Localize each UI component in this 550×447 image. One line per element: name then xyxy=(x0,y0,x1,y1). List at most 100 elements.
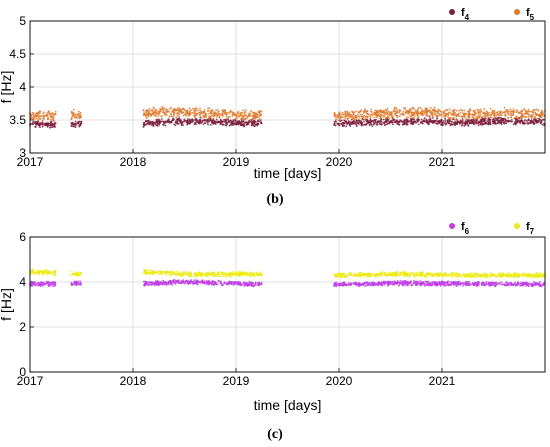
data-point-f5 xyxy=(210,116,212,119)
legend-subscript-f4: 4 xyxy=(465,13,470,22)
data-point-f7 xyxy=(238,274,241,276)
data-point-f5 xyxy=(338,119,341,121)
data-point-f5 xyxy=(517,116,520,119)
data-point-f4 xyxy=(238,120,241,122)
data-point-f5 xyxy=(210,111,212,114)
data-point-f5 xyxy=(233,113,236,116)
data-point-f4 xyxy=(527,122,530,125)
data-point-f6 xyxy=(222,284,224,287)
data-point-f4 xyxy=(425,120,428,122)
data-point-f6 xyxy=(542,284,544,287)
data-point-f4 xyxy=(521,122,524,125)
data-point-f5 xyxy=(218,116,221,119)
data-point-f4 xyxy=(422,120,425,122)
data-point-f4 xyxy=(380,120,383,123)
data-point-f6 xyxy=(388,281,391,284)
data-point-f4 xyxy=(533,122,536,125)
data-point-f4 xyxy=(486,120,489,123)
data-point-f4 xyxy=(225,122,227,124)
data-point-f5 xyxy=(424,109,427,112)
data-point-f4 xyxy=(436,120,439,123)
data-point-f4 xyxy=(460,124,463,127)
data-point-f4 xyxy=(475,121,478,124)
data-point-f7 xyxy=(192,275,195,277)
data-point-f4 xyxy=(188,118,191,121)
data-point-f5 xyxy=(520,118,523,120)
data-point-f4 xyxy=(382,118,385,121)
data-point-f6 xyxy=(347,283,350,286)
data-point-f4 xyxy=(475,122,478,125)
data-point-f6 xyxy=(514,281,516,284)
data-point-f5 xyxy=(490,115,492,118)
data-point-f5 xyxy=(162,108,164,110)
data-point-f4 xyxy=(442,123,445,126)
data-point-f5 xyxy=(520,112,523,115)
data-point-f5 xyxy=(379,117,382,120)
data-point-f5 xyxy=(530,117,533,120)
data-point-f4 xyxy=(212,118,215,120)
data-point-f5 xyxy=(182,114,185,117)
data-point-f4 xyxy=(158,123,161,126)
data-point-f4 xyxy=(537,120,540,123)
data-point-f5 xyxy=(455,109,458,112)
data-point-f4 xyxy=(212,122,215,125)
data-point-f5 xyxy=(163,109,165,112)
data-point-f5 xyxy=(385,112,388,115)
data-point-f5 xyxy=(454,119,456,121)
data-point-f6 xyxy=(158,283,161,286)
data-point-f5 xyxy=(378,109,380,112)
y-tick-label: 6 xyxy=(19,230,26,244)
data-point-f6 xyxy=(517,281,519,283)
data-point-f6 xyxy=(228,281,231,284)
data-point-f7 xyxy=(171,270,173,273)
data-point-f6 xyxy=(460,282,463,285)
data-point-f4 xyxy=(232,120,235,123)
data-point-f5 xyxy=(504,114,507,117)
data-point-f4 xyxy=(360,124,363,127)
data-point-f6 xyxy=(372,284,375,287)
data-point-f4 xyxy=(248,119,251,122)
data-point-f7 xyxy=(171,273,174,275)
data-point-f7 xyxy=(246,274,249,277)
data-point-f6 xyxy=(180,282,182,285)
data-point-f4 xyxy=(365,123,368,126)
data-point-f4 xyxy=(363,121,365,123)
data-point-f5 xyxy=(525,111,528,114)
data-point-f4 xyxy=(412,123,415,125)
data-point-f5 xyxy=(199,107,201,110)
data-point-f4 xyxy=(158,119,161,121)
data-point-f5 xyxy=(370,108,372,111)
data-point-f6 xyxy=(225,282,228,284)
data-point-f7 xyxy=(183,273,186,275)
data-point-f4 xyxy=(385,120,388,123)
data-point-f7 xyxy=(200,273,203,276)
data-point-f7 xyxy=(225,274,228,277)
data-point-f7 xyxy=(221,272,224,274)
data-point-f5 xyxy=(476,116,479,119)
data-point-f6 xyxy=(335,281,337,284)
series-f4 xyxy=(29,116,546,129)
data-point-f6 xyxy=(481,283,483,286)
data-point-f4 xyxy=(224,119,227,121)
data-point-f4 xyxy=(444,121,447,123)
data-point-f4 xyxy=(342,122,345,125)
data-point-f5 xyxy=(494,112,496,115)
data-point-f4 xyxy=(539,121,542,123)
data-point-f6 xyxy=(529,282,532,285)
data-point-f6 xyxy=(165,282,168,284)
data-point-f5 xyxy=(155,115,158,117)
data-point-f5 xyxy=(444,115,447,118)
data-point-f5 xyxy=(248,114,251,117)
data-point-f5 xyxy=(429,109,431,111)
data-point-f4 xyxy=(464,124,467,126)
data-point-f6 xyxy=(522,284,524,286)
data-point-f4 xyxy=(370,123,373,126)
data-point-f5 xyxy=(496,113,499,115)
data-point-f5 xyxy=(186,109,188,112)
data-point-f6 xyxy=(237,282,240,285)
data-point-f5 xyxy=(534,115,537,118)
data-point-f6 xyxy=(159,282,162,284)
data-point-f6 xyxy=(43,283,45,286)
data-point-f7 xyxy=(200,275,203,278)
y-tick-label: 2 xyxy=(19,320,26,334)
